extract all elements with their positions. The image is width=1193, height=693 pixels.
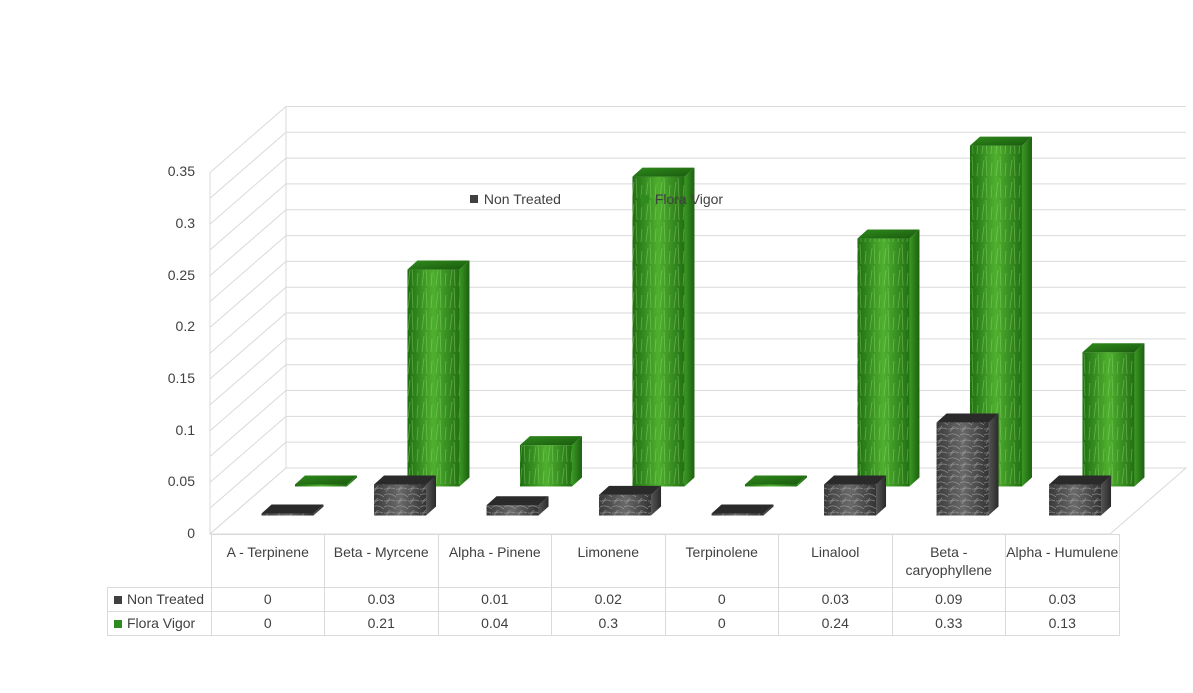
data-table-row-label: Non Treated — [107, 587, 212, 612]
legend-label-flora-vigor: Flora Vigor — [654, 191, 724, 207]
gridline — [209, 286, 1186, 354]
legend-item-non-treated: Non Treated — [469, 191, 561, 207]
data-table-category: A - Terpinene — [210, 534, 325, 588]
data-table-value: 0 — [210, 587, 325, 612]
legend-item-flora-vigor: Flora Vigor — [640, 191, 724, 207]
bar-flora-vigor — [632, 167, 695, 487]
data-table-corner — [107, 534, 212, 588]
data-table-header-row: A - Terpinene Beta - Myrcene Alpha - Pinen… — [107, 534, 1120, 588]
data-table-category: Linalool — [778, 534, 893, 588]
y-tick-label: 0 — [187, 525, 195, 541]
gridline — [209, 390, 1186, 457]
data-table-value: 0.3 — [551, 611, 666, 636]
data-table-category: Beta - caryophyllene — [891, 534, 1006, 588]
y-tick-label: 0.1 — [175, 421, 195, 438]
gridline — [209, 260, 1186, 328]
y-tick-label: 0.3 — [175, 215, 195, 232]
data-table-category: Beta - Myrcene — [324, 534, 439, 588]
data-table-value: 0.21 — [324, 611, 439, 636]
gridline — [209, 131, 1186, 199]
data-table: A - Terpinene Beta - Myrcene Alpha - Pinen… — [107, 534, 1120, 636]
y-tick-label: 0.2 — [175, 318, 195, 335]
y-tick-label: 0.25 — [167, 266, 195, 283]
bar-non-treated — [261, 504, 324, 516]
y-tick-label: 0.35 — [167, 163, 195, 180]
data-table-value: 0.24 — [778, 611, 893, 636]
bar-flora-vigor — [519, 436, 582, 487]
bar-flora-vigor — [1082, 343, 1145, 487]
bar-non-treated — [1049, 475, 1112, 516]
bars — [261, 136, 1145, 516]
data-table-value: 0.33 — [891, 611, 1006, 636]
gridline — [209, 209, 1186, 277]
gridline — [209, 235, 1186, 302]
data-table-value: 0.13 — [1005, 611, 1120, 636]
bar-flora-vigor — [294, 475, 357, 487]
gridline — [209, 338, 1186, 406]
bar-non-treated — [711, 504, 774, 516]
legend: Non Treated Flora Vigor — [0, 190, 1193, 207]
data-table-value: 0.02 — [551, 587, 666, 612]
data-table-value: 0.01 — [437, 587, 552, 612]
bar-flora-vigor — [744, 475, 807, 487]
y-tick-label: 0.15 — [167, 370, 195, 387]
data-table-value: 0.03 — [1005, 587, 1120, 612]
data-table-value: 0.04 — [437, 611, 552, 636]
bar-non-treated — [599, 485, 662, 516]
y-tick-label: 0.05 — [167, 473, 195, 490]
legend-label-non-treated: Non Treated — [483, 191, 561, 207]
legend-swatch-flora-vigor — [640, 195, 649, 203]
data-table-value: 0 — [664, 587, 779, 612]
data-table-row-label: Flora Vigor — [107, 611, 212, 636]
bar-flora-vigor — [857, 229, 920, 487]
gridline — [209, 105, 1186, 173]
gridline — [209, 364, 1186, 432]
bar-non-treated — [936, 413, 999, 516]
data-table-category: Alpha - Humulene — [1005, 534, 1120, 588]
bar-non-treated — [374, 475, 437, 516]
gridline — [209, 183, 1186, 251]
legend-swatch-non-treated — [469, 195, 478, 203]
gridline — [209, 157, 1186, 225]
data-table-category: Terpinolene — [664, 534, 779, 588]
data-table-row-flora-vigor: Flora Vigor 0 0.21 0.04 0.3 0 0.24 0.33 0.13 — [107, 611, 1120, 636]
data-table-value: 0 — [210, 611, 325, 636]
data-table-value: 0.09 — [891, 587, 1006, 612]
bar-non-treated — [486, 496, 549, 516]
data-table-row-non-treated: Non Treated 0 0.03 0.01 0.02 0 0.03 0.09 0.03 — [107, 587, 1120, 612]
gridline — [209, 312, 1186, 380]
data-table-value: 0 — [664, 611, 779, 636]
data-table-value: 0.03 — [778, 587, 893, 612]
data-table-category: Alpha - Pinene — [437, 534, 552, 588]
data-table-value: 0.03 — [324, 587, 439, 612]
bar-flora-vigor — [407, 260, 470, 487]
bar-non-treated — [824, 475, 887, 516]
data-table-category: Limonene — [551, 534, 666, 588]
